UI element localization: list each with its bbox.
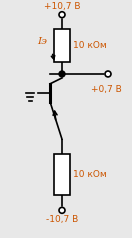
Text: +10,7 В: +10,7 В	[44, 2, 80, 11]
Text: 10 кОм: 10 кОм	[73, 170, 107, 179]
Circle shape	[59, 71, 65, 77]
Circle shape	[59, 12, 65, 18]
Text: +0,7 В: +0,7 В	[91, 85, 121, 94]
Bar	[54, 154, 70, 195]
Bar	[54, 30, 70, 62]
Circle shape	[105, 71, 111, 77]
Circle shape	[59, 207, 65, 213]
Text: Iэ: Iэ	[37, 37, 47, 46]
Text: -10,7 В: -10,7 В	[46, 215, 78, 224]
Text: 10 кОм: 10 кОм	[73, 41, 107, 50]
